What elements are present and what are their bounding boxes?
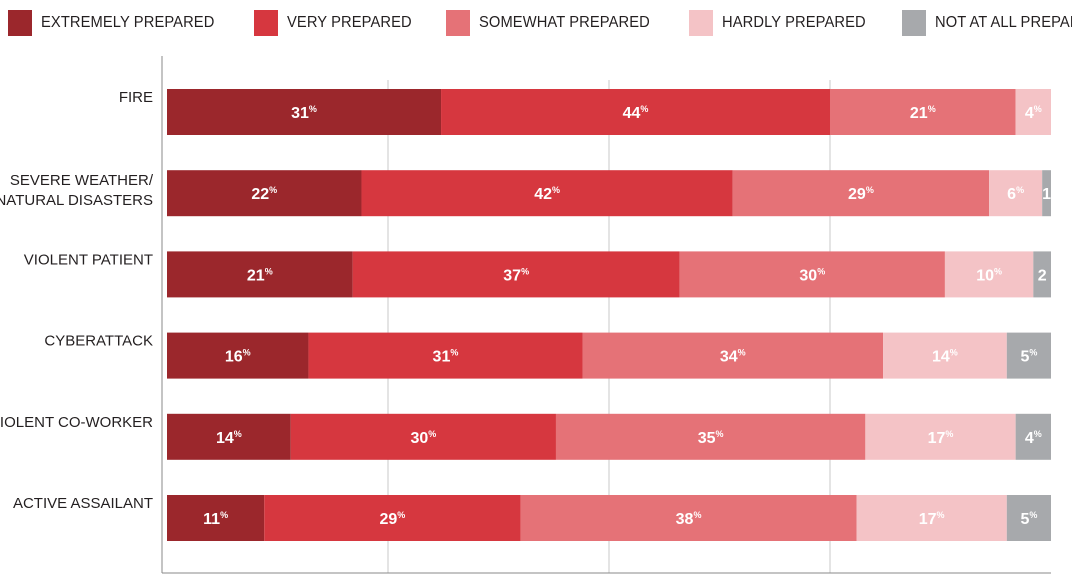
data-label: 5% xyxy=(1020,510,1037,528)
legend-item: HARDLY PREPARED xyxy=(688,10,878,36)
bar-segment xyxy=(167,251,353,298)
bar-segment xyxy=(290,413,556,460)
data-label: 14% xyxy=(216,429,242,447)
data-label: 17% xyxy=(928,429,954,447)
data-label: 29% xyxy=(380,510,406,528)
bar-segment xyxy=(520,495,857,541)
bar-segment xyxy=(1006,332,1051,379)
data-label: 38% xyxy=(676,510,702,528)
bar-segment xyxy=(352,251,680,298)
bar-segment xyxy=(679,251,945,298)
data-label: 37% xyxy=(503,266,529,284)
data-label: 21% xyxy=(910,104,936,122)
legend-swatch xyxy=(688,10,713,36)
bar-segment xyxy=(1006,495,1051,541)
category-label: ACTIVE ASSAILANT xyxy=(13,495,153,512)
bar-segment xyxy=(856,495,1007,541)
legend-item: EXTREMELY PREPARED xyxy=(8,10,230,36)
data-label: 6% xyxy=(1007,185,1024,203)
bar-segment xyxy=(830,89,1016,135)
legend-item: VERY PREPARED xyxy=(253,10,423,36)
legend-label: NOT AT ALL PREPARED xyxy=(935,14,1072,31)
data-label: 30% xyxy=(799,266,825,284)
data-label: 35% xyxy=(698,429,724,447)
bar-segment xyxy=(361,170,733,217)
category-label: VIOLENT CO-WORKER xyxy=(0,414,153,431)
data-label: 29% xyxy=(848,185,874,203)
bar-segment xyxy=(264,495,521,541)
legend-item: NOT AT ALL PREPARED xyxy=(902,10,1072,36)
bar-segment xyxy=(441,89,830,135)
legend-swatch xyxy=(8,10,32,36)
data-label: 34% xyxy=(720,348,746,366)
bar-segment xyxy=(732,170,990,217)
bar-segment xyxy=(1042,170,1051,217)
category-label: SEVERE WEATHER/ xyxy=(10,172,154,189)
legend-label: SOMEWHAT PREPARED xyxy=(479,14,650,31)
bar-segment xyxy=(167,332,309,379)
bar-segment xyxy=(555,413,866,460)
bar-segment xyxy=(167,495,265,541)
legend-item: SOMEWHAT PREPARED xyxy=(446,10,665,36)
bar-segment xyxy=(582,332,884,379)
data-label: 1 xyxy=(1042,186,1051,203)
bar-segment xyxy=(883,332,1007,379)
data-label: 5% xyxy=(1020,348,1037,366)
data-label: 21% xyxy=(247,266,273,284)
data-label: 22% xyxy=(251,185,277,203)
data-label: 4% xyxy=(1025,429,1042,447)
data-label: 10% xyxy=(976,266,1002,284)
legend-label: EXTREMELY PREPARED xyxy=(41,14,215,31)
legend-label: HARDLY PREPARED xyxy=(721,14,866,31)
category-label: VIOLENT PATIENT xyxy=(24,251,153,268)
data-label: 14% xyxy=(932,348,958,366)
data-label: 11% xyxy=(203,510,228,528)
bar-segment xyxy=(167,170,362,217)
data-label: 44% xyxy=(623,104,649,122)
bar-segment xyxy=(308,332,583,379)
bar-segment xyxy=(1015,413,1051,460)
data-label: 17% xyxy=(919,510,945,528)
category-label: CYBERATTACK xyxy=(44,333,153,350)
legend-swatch xyxy=(902,10,927,36)
bar-segment xyxy=(944,251,1034,298)
data-label: 30% xyxy=(410,429,436,447)
data-label: 16% xyxy=(225,348,251,366)
legend: EXTREMELY PREPARED VERY PREPARED SOMEWHAT … xyxy=(8,9,1072,37)
data-label: 2 xyxy=(1038,267,1047,284)
data-label: 31% xyxy=(433,348,459,366)
bar-segment xyxy=(1015,89,1051,135)
bar-segment xyxy=(167,413,291,460)
bar-segment xyxy=(989,170,1043,217)
data-label: 4% xyxy=(1025,104,1042,122)
legend-swatch xyxy=(446,10,471,36)
bar-segment xyxy=(865,413,1016,460)
legend-label: VERY PREPARED xyxy=(286,14,412,31)
bar-segment xyxy=(167,89,442,135)
bar-segment xyxy=(1033,251,1051,298)
category-label: NATURAL DISASTERS xyxy=(0,192,153,209)
data-label: 42% xyxy=(534,185,560,203)
legend-swatch xyxy=(253,10,278,36)
category-label: FIRE xyxy=(119,89,153,106)
data-label: 31% xyxy=(291,104,317,122)
